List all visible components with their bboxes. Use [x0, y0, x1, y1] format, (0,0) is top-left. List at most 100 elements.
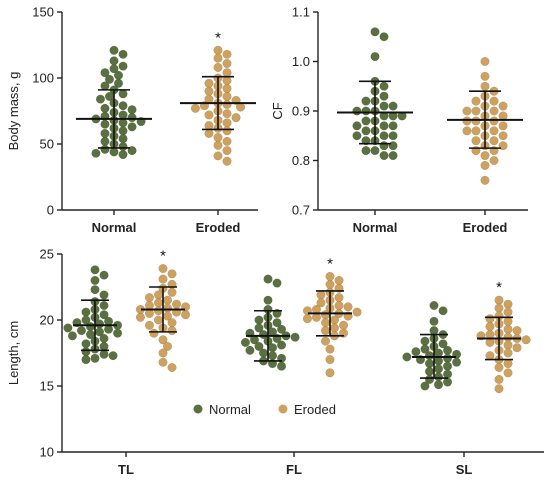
length-point-normal — [95, 319, 105, 329]
length-point-normal — [429, 316, 439, 326]
length-point-normal — [254, 341, 264, 351]
cf-x-tick-label: Normal — [353, 220, 398, 235]
length-point-eroded — [334, 275, 344, 285]
length-point-eroded — [167, 318, 177, 328]
cf-point-eroded — [471, 106, 481, 116]
length-point-normal — [81, 307, 91, 317]
length-point-normal — [443, 369, 453, 379]
length-point-normal — [99, 270, 109, 280]
length-point-normal — [254, 323, 264, 333]
body-mass-x-tick-label: Normal — [92, 220, 137, 235]
cf-point-normal — [361, 106, 371, 116]
length-point-normal — [268, 351, 278, 361]
body-mass-point-eroded — [222, 118, 232, 128]
length-point-normal — [108, 351, 118, 361]
cf-point-eroded — [498, 121, 508, 131]
cf-point-eroded — [480, 71, 490, 81]
length-x-tick-label: TL — [118, 462, 134, 477]
body-mass-y-axis-title: Body mass, g — [6, 72, 21, 151]
length-point-normal — [90, 353, 100, 363]
length-point-eroded — [153, 315, 163, 325]
body-mass-point-eroded — [204, 78, 214, 88]
length-point-normal — [272, 318, 282, 328]
body-mass-point-eroded — [213, 151, 223, 161]
length-point-eroded — [144, 320, 154, 330]
length-point-eroded — [512, 343, 522, 353]
body-mass-point-normal — [91, 148, 101, 158]
length-point-eroded — [343, 302, 353, 312]
body-mass-point-normal — [127, 113, 137, 123]
length-point-normal — [90, 285, 100, 295]
length-point-eroded — [158, 264, 168, 274]
length-point-normal — [63, 323, 73, 333]
length-point-eroded — [521, 335, 531, 345]
length-point-normal — [411, 347, 421, 357]
length-point-normal — [443, 377, 453, 387]
length-significance-star: * — [160, 248, 166, 265]
body-mass-point-normal — [118, 101, 128, 111]
cf-point-eroded — [489, 155, 499, 165]
length-point-eroded — [330, 315, 340, 325]
length-point-eroded — [503, 324, 513, 334]
body-mass-point-eroded — [204, 128, 214, 138]
body-mass-point-normal — [118, 89, 128, 99]
cf-y-tick-label: 0.8 — [292, 153, 310, 168]
cf-point-normal — [388, 141, 398, 151]
body-mass-point-normal — [127, 105, 137, 115]
length-point-normal — [452, 357, 462, 367]
length-point-normal — [424, 374, 434, 384]
cf-point-normal — [370, 146, 380, 156]
length-point-eroded — [334, 293, 344, 303]
panel-body-mass: 0 50 100 150 Body mass, g Normal Eroded * — [6, 5, 258, 235]
cf-point-normal — [370, 27, 380, 37]
length-point-eroded — [320, 318, 330, 328]
length-point-normal — [424, 359, 434, 369]
length-point-normal — [245, 345, 255, 355]
length-point-eroded — [135, 312, 145, 322]
cf-y-tick-label: 0.7 — [292, 203, 310, 218]
length-point-eroded — [302, 314, 312, 324]
body-mass-point-normal — [100, 136, 110, 146]
length-point-eroded — [149, 328, 159, 338]
body-mass-point-normal — [104, 74, 114, 84]
body-mass-y-tick-label: 0 — [47, 203, 54, 218]
cf-point-normal — [388, 101, 398, 111]
cf-point-normal — [352, 106, 362, 116]
body-mass-y-tick-label: 50 — [40, 137, 54, 152]
length-point-normal — [420, 381, 430, 391]
body-mass-point-normal — [100, 119, 110, 129]
length-point-eroded — [158, 348, 168, 358]
length-point-eroded — [167, 326, 177, 336]
body-mass-point-normal — [109, 56, 119, 66]
length-point-eroded — [503, 359, 513, 369]
body-mass-point-normal — [100, 81, 110, 91]
cf-point-normal — [361, 136, 371, 146]
body-mass-point-eroded — [222, 91, 232, 101]
length-point-normal — [99, 341, 109, 351]
cf-point-normal — [352, 131, 362, 141]
length-point-eroded — [334, 300, 344, 310]
body-mass-y-tick-label: 100 — [32, 71, 54, 86]
cf-point-normal — [352, 121, 362, 131]
length-point-normal — [268, 343, 278, 353]
length-point-normal — [277, 361, 287, 371]
body-mass-point-eroded — [222, 99, 232, 109]
body-mass-point-eroded — [213, 45, 223, 55]
cf-point-normal — [379, 91, 389, 101]
length-point-eroded — [167, 287, 177, 297]
cf-point-normal — [388, 131, 398, 141]
length-point-normal — [81, 347, 91, 357]
length-point-eroded — [503, 299, 513, 309]
length-point-eroded — [325, 279, 335, 289]
cf-point-eroded — [489, 136, 499, 146]
length-point-normal — [263, 274, 273, 284]
body-mass-point-normal — [100, 103, 110, 113]
length-point-normal — [76, 326, 86, 336]
cf-point-eroded — [498, 101, 508, 111]
cf-point-eroded — [489, 126, 499, 136]
body-mass-significance-star: * — [215, 29, 221, 46]
length-point-eroded — [503, 348, 513, 358]
cf-point-normal — [379, 81, 389, 91]
